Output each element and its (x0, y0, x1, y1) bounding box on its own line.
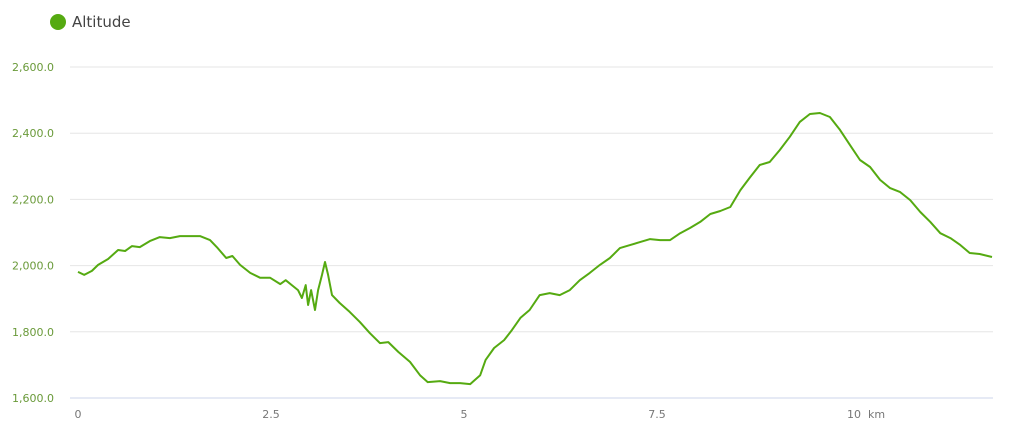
legend-marker-icon (50, 14, 66, 30)
y-tick-label: 1,800.0 (12, 326, 54, 339)
y-tick-label: 2,600.0 (12, 61, 54, 74)
x-tick-label: 2.5 (262, 408, 280, 421)
x-tick-label: 7.5 (648, 408, 666, 421)
x-tick-label: 10 km (847, 408, 885, 421)
y-tick-label: 1,600.0 (12, 392, 54, 405)
x-tick-label: 5 (461, 408, 468, 421)
series-line-altitude[interactable] (77, 112, 993, 386)
y-tick-label: 2,400.0 (12, 127, 54, 140)
legend-label: Altitude (72, 13, 131, 31)
x-tick-label: 0 (75, 408, 82, 421)
legend[interactable]: Altitude (50, 13, 131, 31)
y-tick-label: 2,200.0 (12, 193, 54, 206)
y-tick-label: 2,000.0 (12, 260, 54, 273)
